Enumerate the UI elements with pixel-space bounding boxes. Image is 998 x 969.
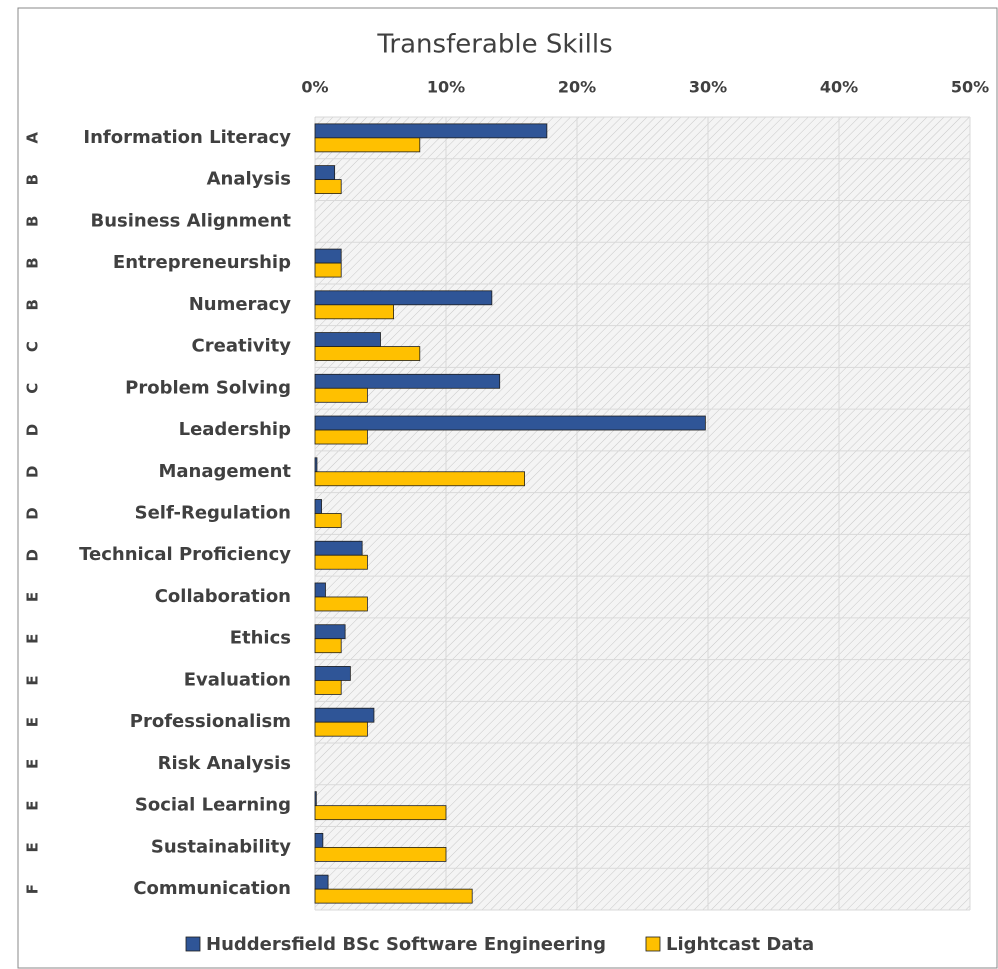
group-label: E <box>24 592 42 602</box>
bar <box>314 346 421 361</box>
bar <box>314 707 375 723</box>
bar <box>314 596 368 612</box>
category-label: Entrepreneurship <box>113 252 291 273</box>
group-label: E <box>24 717 42 727</box>
x-tick-label: 30% <box>689 78 727 97</box>
chart-title: Transferable Skills <box>376 30 612 60</box>
group-label: C <box>24 341 42 352</box>
legend-swatch <box>645 936 661 952</box>
bar <box>314 373 501 389</box>
bar <box>314 554 368 570</box>
category-label: Communication <box>133 878 291 899</box>
bar <box>314 290 493 306</box>
group-label: C <box>24 383 42 394</box>
group-label: E <box>24 675 42 685</box>
category-label: Self-Regulation <box>135 503 291 524</box>
x-tick-label: 0% <box>301 78 328 97</box>
category-label: Risk Analysis <box>158 753 291 774</box>
group-label: E <box>24 759 42 769</box>
group-label: A <box>24 132 42 144</box>
category-label: Leadership <box>179 419 291 440</box>
category-label: Problem Solving <box>125 377 291 398</box>
bar <box>314 248 342 264</box>
x-tick-label: 50% <box>951 78 989 97</box>
category-label: Analysis <box>207 169 291 190</box>
category-label: Management <box>159 461 292 482</box>
bar <box>314 179 342 195</box>
bar <box>314 304 394 320</box>
category-label: Numeracy <box>189 294 292 315</box>
group-label: D <box>24 507 42 519</box>
group-label: B <box>24 299 42 310</box>
x-tick-label: 40% <box>820 78 858 97</box>
bar <box>314 165 336 181</box>
category-label: Technical Proficiency <box>79 544 291 565</box>
category-label: Social Learning <box>135 795 291 816</box>
category-label: Evaluation <box>184 669 291 690</box>
bar <box>314 805 447 821</box>
bar <box>314 387 368 403</box>
x-tick-label: 20% <box>558 78 596 97</box>
group-label: B <box>24 257 42 268</box>
bar <box>314 332 381 347</box>
category-label: Professionalism <box>130 711 291 732</box>
bar <box>314 137 421 153</box>
group-label: B <box>24 216 42 227</box>
bar <box>314 540 363 556</box>
bar <box>314 471 526 487</box>
legend-label: Lightcast Data <box>666 934 814 955</box>
x-tick-label: 10% <box>427 78 465 97</box>
group-label: E <box>24 634 42 644</box>
bar <box>314 721 368 737</box>
bar <box>314 846 447 862</box>
bar <box>314 791 317 807</box>
group-label: D <box>24 549 42 561</box>
bar <box>314 666 351 681</box>
group-label: B <box>24 174 42 185</box>
category-label: Creativity <box>192 336 292 357</box>
bar <box>314 832 324 848</box>
legend-label: Huddersfield BSc Software Engineering <box>206 934 606 955</box>
group-label: D <box>24 466 42 478</box>
bar <box>314 638 342 654</box>
category-label: Ethics <box>230 628 291 649</box>
bar <box>314 262 342 278</box>
bar <box>314 457 318 473</box>
bar <box>314 624 346 640</box>
bar <box>314 680 342 695</box>
bar <box>314 513 342 528</box>
plot-background <box>315 117 970 910</box>
category-label: Business Alignment <box>91 210 292 231</box>
category-label: Information Literacy <box>83 127 291 148</box>
bar <box>314 123 548 139</box>
legend-swatch <box>185 936 201 952</box>
category-label: Collaboration <box>155 586 291 607</box>
bar <box>314 499 322 514</box>
bar <box>314 874 329 890</box>
bar <box>314 582 326 598</box>
bar <box>314 429 368 445</box>
group-label: E <box>24 842 42 852</box>
bar <box>314 888 473 904</box>
bar <box>314 415 706 431</box>
category-label: Sustainability <box>151 836 291 857</box>
group-label: E <box>24 801 42 811</box>
group-label: D <box>24 424 42 436</box>
group-label: F <box>24 884 42 894</box>
